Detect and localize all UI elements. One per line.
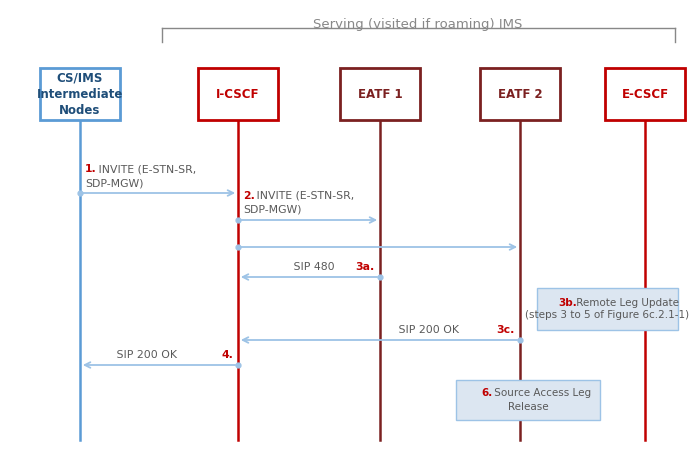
Text: SIP 480: SIP 480: [290, 262, 334, 272]
FancyBboxPatch shape: [537, 288, 678, 330]
Text: Serving (visited if roaming) IMS: Serving (visited if roaming) IMS: [313, 18, 523, 31]
Text: CS/IMS
Intermediate
Nodes: CS/IMS Intermediate Nodes: [37, 72, 123, 116]
FancyBboxPatch shape: [340, 68, 420, 120]
Text: 6.: 6.: [482, 388, 493, 399]
Text: SIP 200 OK: SIP 200 OK: [113, 350, 177, 360]
Text: SDP-MGW): SDP-MGW): [85, 178, 143, 188]
FancyBboxPatch shape: [40, 68, 120, 120]
Text: Remote Leg Update: Remote Leg Update: [573, 298, 679, 308]
Text: SIP 200 OK: SIP 200 OK: [395, 325, 460, 335]
Text: Release: Release: [508, 401, 548, 411]
Text: I-CSCF: I-CSCF: [216, 87, 260, 101]
FancyBboxPatch shape: [480, 68, 560, 120]
Text: 1.: 1.: [85, 164, 96, 174]
Text: EATF 1: EATF 1: [358, 87, 402, 101]
Text: 3a.: 3a.: [356, 262, 375, 272]
Text: 3b.: 3b.: [559, 298, 577, 308]
Text: Source Access Leg: Source Access Leg: [491, 388, 591, 399]
Text: 3c.: 3c.: [497, 325, 515, 335]
Text: 4.: 4.: [221, 350, 233, 360]
FancyBboxPatch shape: [198, 68, 278, 120]
Text: INVITE (E-STN-SR,: INVITE (E-STN-SR,: [253, 191, 354, 201]
FancyBboxPatch shape: [605, 68, 685, 120]
Text: 2.: 2.: [243, 191, 255, 201]
Text: (steps 3 to 5 of Figure 6c.2.1-1): (steps 3 to 5 of Figure 6c.2.1-1): [526, 310, 689, 321]
Text: EATF 2: EATF 2: [497, 87, 542, 101]
Text: INVITE (E-STN-SR,: INVITE (E-STN-SR,: [95, 164, 196, 174]
Text: SDP-MGW): SDP-MGW): [243, 205, 302, 215]
Text: E-CSCF: E-CSCF: [621, 87, 668, 101]
FancyBboxPatch shape: [456, 380, 600, 420]
